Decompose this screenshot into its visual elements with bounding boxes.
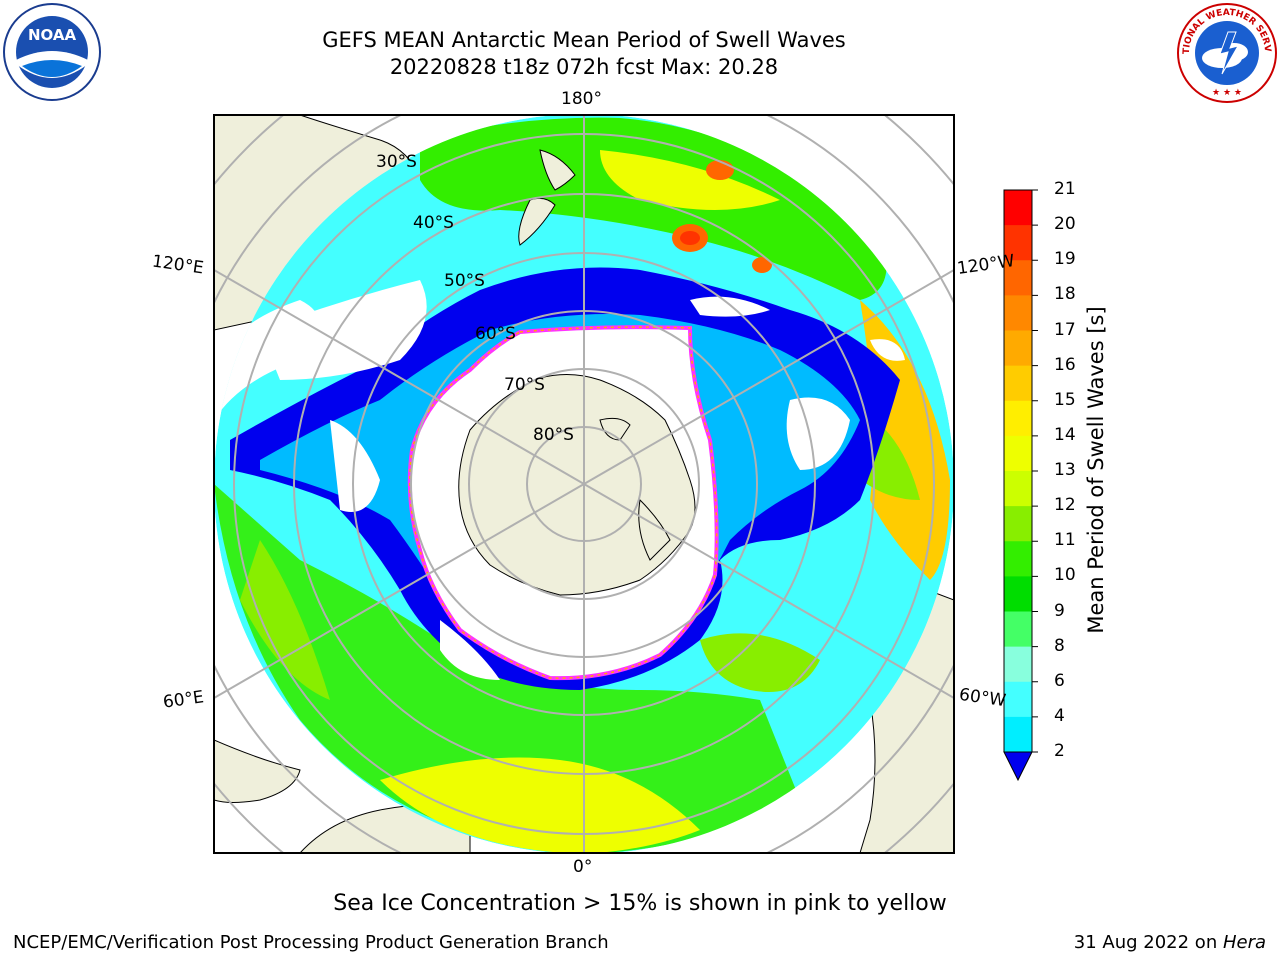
colorbar-segment xyxy=(1004,611,1032,648)
colorbar-extend-arrow xyxy=(1003,751,1033,782)
colorbar-segment xyxy=(1004,681,1032,718)
colorbar-segment xyxy=(1004,295,1032,331)
footer-machine: Hera xyxy=(1222,932,1266,953)
colorbar-segment xyxy=(1004,435,1032,472)
lat-label-60s: 60°S xyxy=(475,324,516,344)
colorbar-tick-label: 8 xyxy=(1054,635,1065,656)
colorbar-tick-label: 2 xyxy=(1054,741,1065,761)
colorbar-tick-label: 10 xyxy=(1054,565,1076,586)
colorbar-segment xyxy=(1004,260,1032,296)
colorbar-tick-label: 20 xyxy=(1054,214,1076,235)
footer-branch: NCEP/EMC/Verification Post Processing Pr… xyxy=(13,932,609,953)
colorbar-segment xyxy=(1004,365,1032,402)
footer-date-text: 31 Aug 2022 on xyxy=(1073,932,1223,953)
colorbar-tick-label: 6 xyxy=(1054,670,1065,691)
colorbar-tick-label: 16 xyxy=(1054,354,1076,375)
footer-date: 31 Aug 2022 on Hera xyxy=(1074,932,1266,953)
colorbar-tick-label: 19 xyxy=(1054,249,1076,270)
noaa-logo: NOAA xyxy=(2,2,102,102)
colorbar-segment xyxy=(1004,541,1032,577)
antarctica xyxy=(458,374,696,596)
lat-label-40s: 40°S xyxy=(413,213,454,233)
colorbar-segment xyxy=(1004,506,1032,542)
lat-label-50s: 50°S xyxy=(444,271,485,291)
new-zealand xyxy=(518,149,576,246)
map-frame xyxy=(213,114,955,854)
colorbar-tick-label: 18 xyxy=(1054,284,1076,305)
lon-label-180: 180° xyxy=(561,89,602,109)
lat-label-70s: 70°S xyxy=(504,375,545,395)
colorbar-tick-label: 17 xyxy=(1054,319,1076,340)
colorbar-tick-label: 9 xyxy=(1054,600,1065,621)
colorbar-label: Mean Period of Swell Waves [s] xyxy=(1084,306,1108,634)
lat-label-80s: 80°S xyxy=(533,425,574,445)
svg-text:★ ★ ★: ★ ★ ★ xyxy=(1212,88,1242,98)
colorbar-segment xyxy=(1004,225,1032,261)
colorbar-tick-label: 13 xyxy=(1054,460,1076,480)
colorbar-tick-label: 15 xyxy=(1054,389,1076,410)
colorbar-tick-label: 11 xyxy=(1054,530,1076,551)
colorbar-tick-label: 4 xyxy=(1054,705,1065,726)
colorbar-tick-label: 21 xyxy=(1054,179,1076,199)
colorbar-segment xyxy=(1004,330,1032,367)
colorbar xyxy=(1003,189,1038,782)
lon-label-0: 0° xyxy=(573,857,593,877)
map-area xyxy=(214,115,954,853)
colorbar-segment xyxy=(1004,576,1032,612)
colorbar-segment xyxy=(1004,190,1032,226)
svg-text:NOAA: NOAA xyxy=(28,26,77,44)
chart-title: GEFS MEAN Antarctic Mean Period of Swell… xyxy=(322,28,846,52)
colorbar-segment xyxy=(1004,400,1032,437)
colorbar-segment xyxy=(1004,646,1032,683)
chart-subtitle: 20220828 t18z 072h fcst Max: 20.28 xyxy=(389,55,779,79)
colorbar-tick-label: 12 xyxy=(1054,495,1076,516)
colorbar-tick-label: 14 xyxy=(1054,424,1076,445)
colorbar-segment xyxy=(1004,471,1032,507)
lat-label-30s: 30°S xyxy=(376,152,417,172)
graticule xyxy=(214,115,954,853)
nws-logo: NATIONAL WEATHER SERVICE ★ ★ ★ xyxy=(1172,0,1278,104)
caption: Sea Ice Concentration > 15% is shown in … xyxy=(333,891,947,916)
colorbar-segment xyxy=(1004,716,1032,753)
